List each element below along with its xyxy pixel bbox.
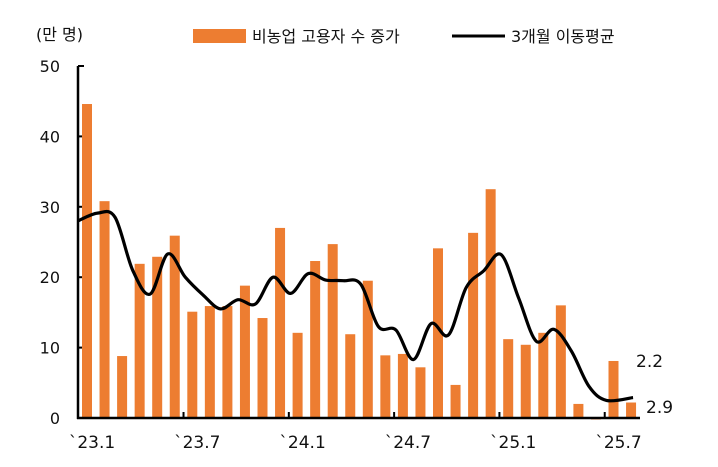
bar <box>152 256 163 418</box>
bar <box>222 306 233 418</box>
x-tick-label: `25.1 <box>490 433 536 453</box>
bar <box>397 353 408 418</box>
y-tick-label: 0 <box>50 409 60 428</box>
bar <box>257 318 268 418</box>
annotation-bar-last: 2.2 <box>636 352 663 372</box>
x-tick-label: `23.7 <box>174 433 220 453</box>
bar <box>626 402 637 418</box>
bar <box>82 104 92 419</box>
bar <box>292 332 303 418</box>
bar <box>99 201 110 418</box>
bar <box>362 280 373 418</box>
unit-label: (만 명) <box>36 25 83 44</box>
moving-average-line <box>77 209 634 403</box>
bar <box>275 227 286 418</box>
bar <box>608 360 619 418</box>
x-tick-label: `24.1 <box>279 433 325 453</box>
bar <box>169 235 180 418</box>
y-tick-label: 50 <box>40 57 60 76</box>
legend: 비농업 고용자 수 증가 3개월 이동평균 <box>193 27 615 46</box>
x-tick-label: `24.7 <box>385 433 431 453</box>
bar <box>503 339 514 418</box>
bar <box>573 403 584 418</box>
bar <box>187 311 198 418</box>
y-tick-label: 20 <box>40 268 60 287</box>
y-tick-label: 40 <box>40 127 60 146</box>
bar <box>310 261 321 418</box>
bar <box>433 248 443 418</box>
bar <box>555 305 566 418</box>
legend-label-line: 3개월 이동평균 <box>511 27 615 46</box>
legend-label-bar: 비농업 고용자 수 증가 <box>252 27 400 46</box>
y-tick-label: 10 <box>40 339 60 358</box>
bar <box>468 232 479 418</box>
bar <box>204 306 215 418</box>
bar <box>485 189 496 418</box>
bar <box>450 384 461 418</box>
bar <box>520 344 531 418</box>
bar <box>327 244 338 418</box>
bar <box>117 356 128 418</box>
bar <box>239 285 250 418</box>
x-tick-label: `23.1 <box>69 433 115 453</box>
bar <box>415 367 426 418</box>
legend-swatch-bar <box>193 29 246 43</box>
annotation-line-last: 2.9 <box>646 398 673 418</box>
bar <box>380 355 391 418</box>
bar <box>345 334 356 418</box>
y-tick-label: 30 <box>40 198 60 217</box>
x-tick-label: `25.7 <box>595 433 641 453</box>
bar <box>538 332 549 418</box>
bar <box>134 263 145 418</box>
